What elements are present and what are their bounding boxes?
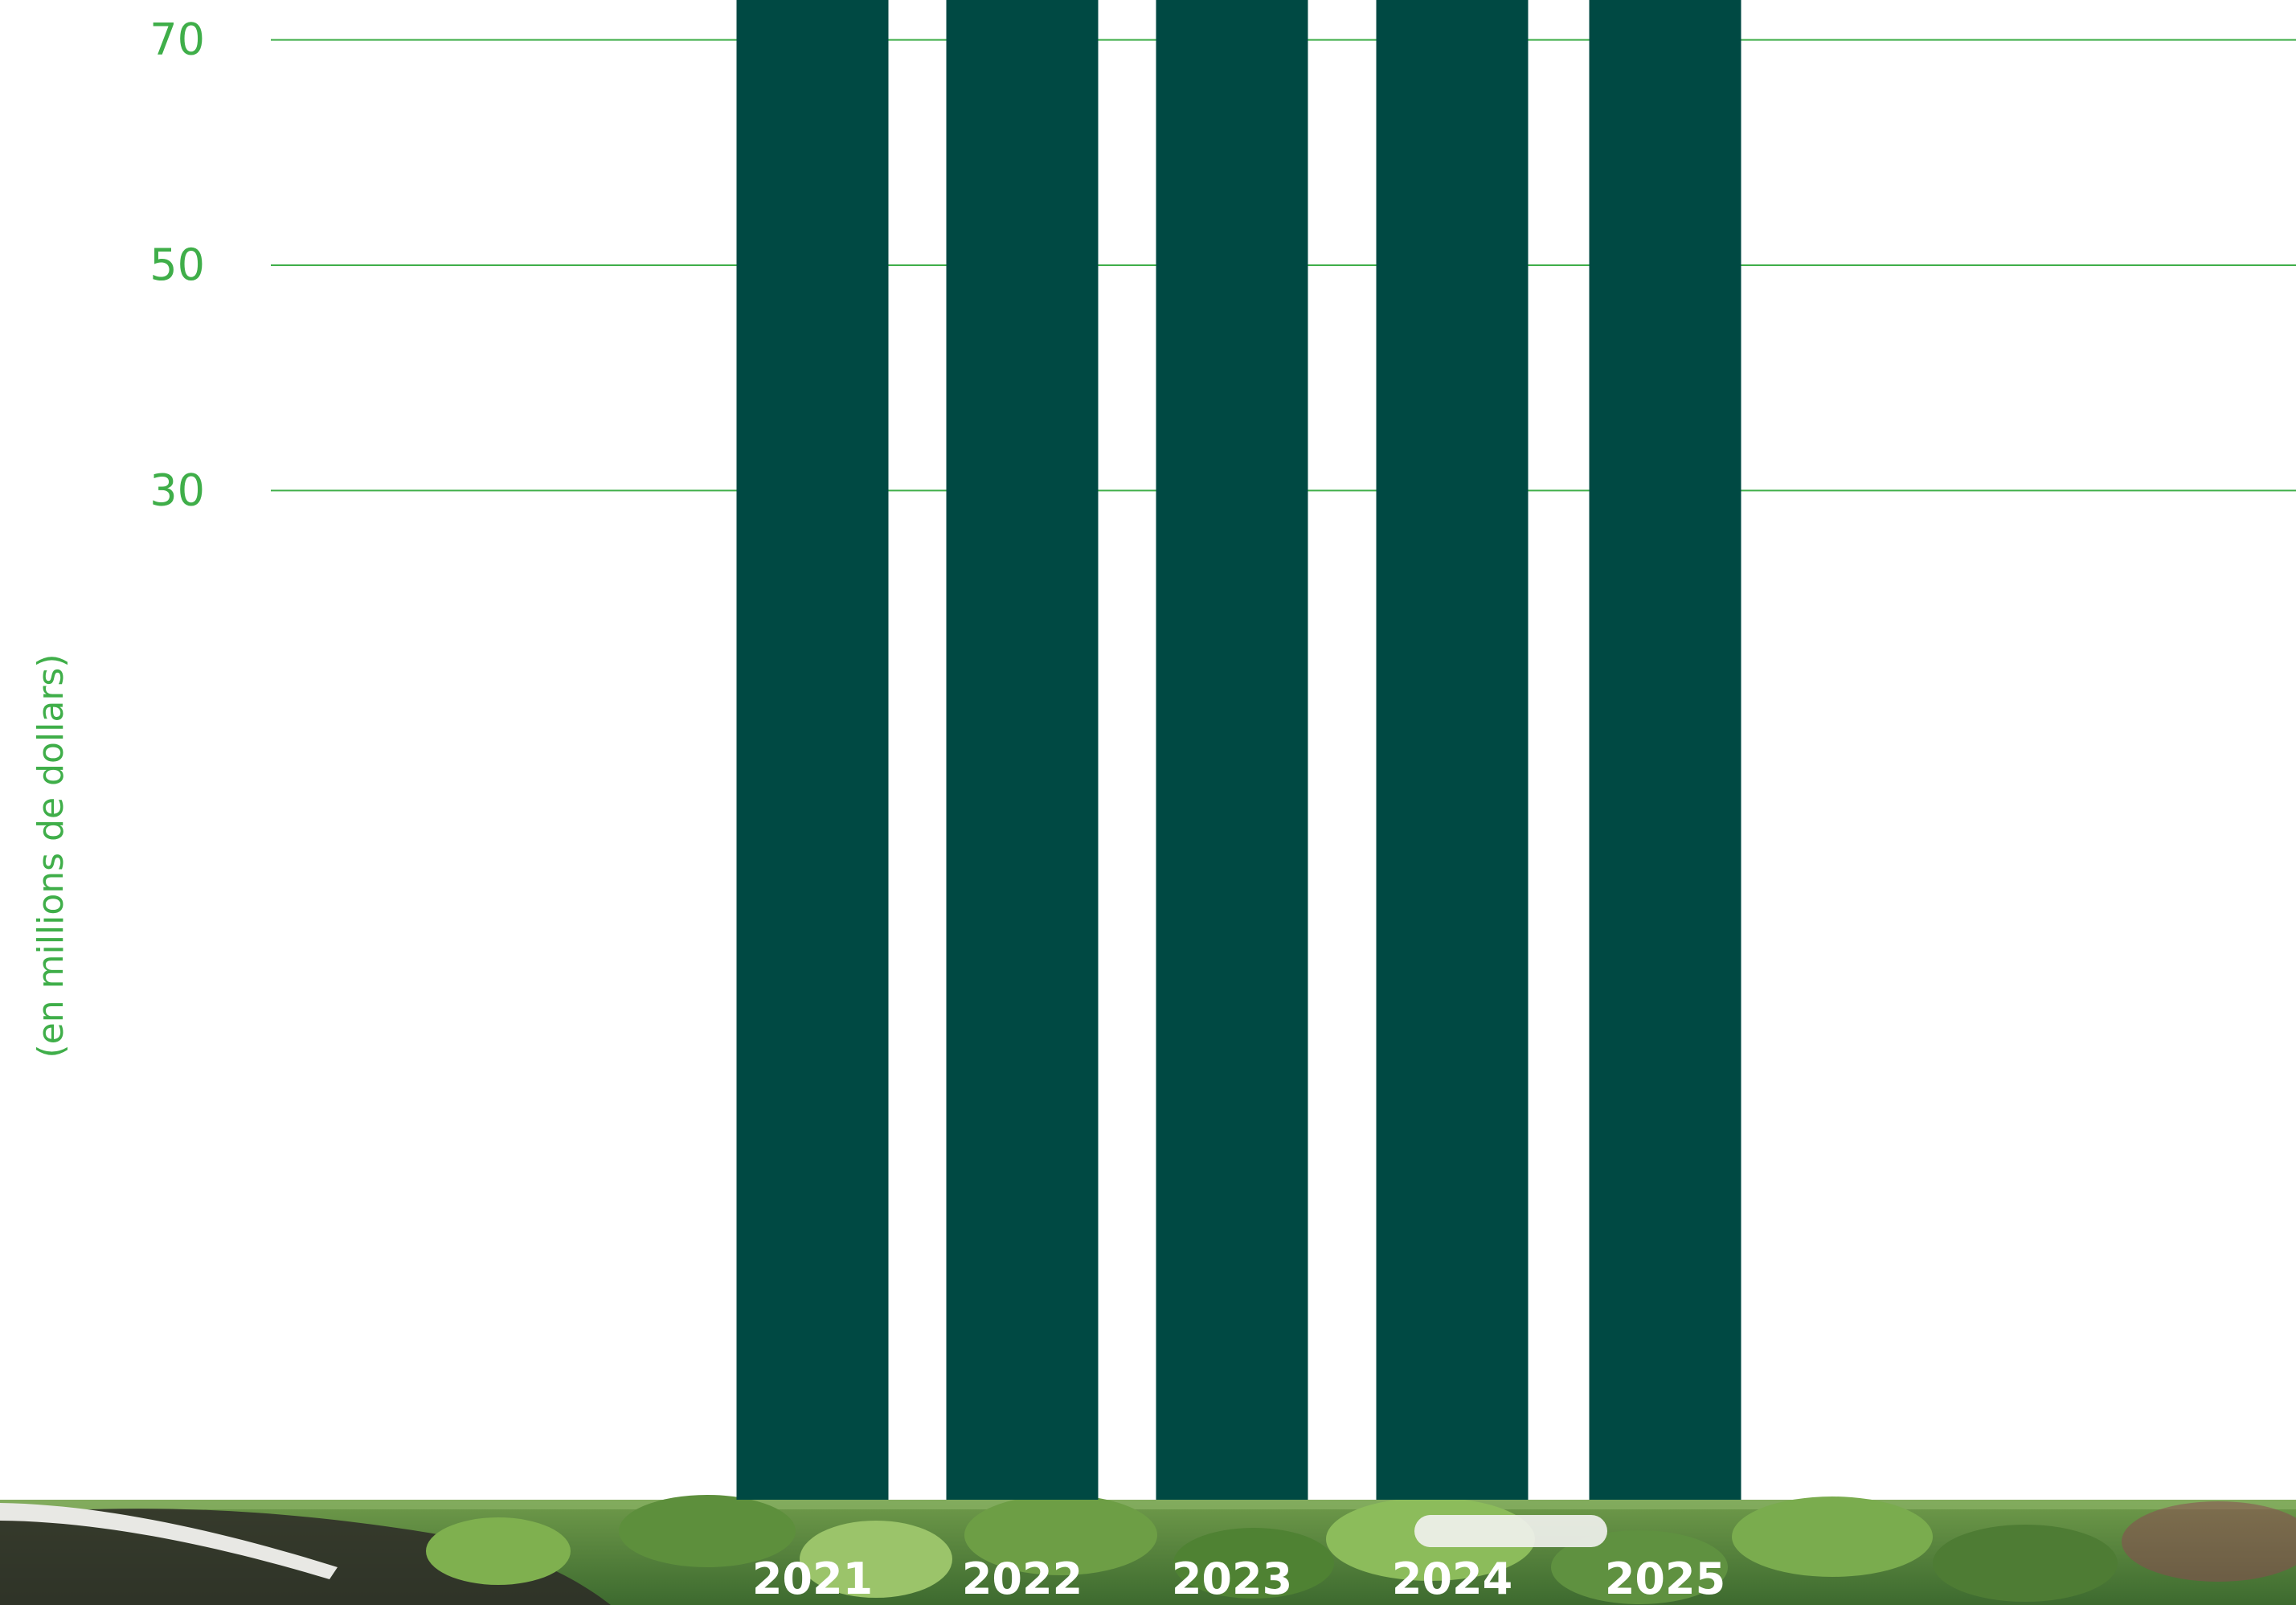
x-tick-label-2023: 2023	[1172, 1554, 1292, 1604]
bar-2021	[737, 0, 889, 1500]
y-axis-label: (en millions de dollars)	[31, 653, 72, 1058]
bar-2023	[1156, 0, 1308, 1500]
x-tick-label-2021: 2021	[752, 1554, 873, 1604]
x-tick-label-2022: 2022	[962, 1554, 1083, 1604]
bar-2025	[1590, 0, 1741, 1500]
bar-2022	[947, 0, 1099, 1500]
x-tick-label-2025: 2025	[1605, 1554, 1725, 1604]
bar-2024	[1377, 0, 1529, 1500]
x-tick-label-2024: 2024	[1392, 1554, 1512, 1604]
lettuce-photo-band	[0, 1495, 2296, 1605]
y-tick-label: 70	[149, 14, 205, 65]
y-tick-label: 50	[149, 240, 205, 290]
y-tick-label: 30	[149, 465, 205, 515]
